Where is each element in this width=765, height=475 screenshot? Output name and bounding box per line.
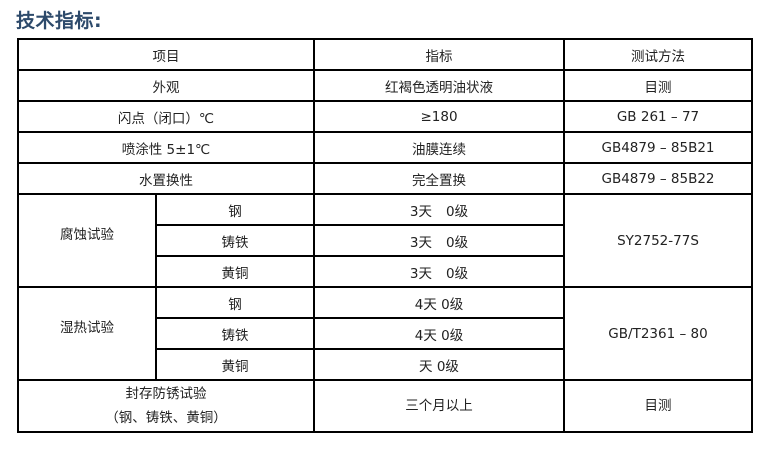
spec-cell: 3天 0级 (313, 255, 565, 288)
days: 3天 (409, 203, 432, 220)
item-cell: 喷涂性 5±1℃ (17, 131, 315, 164)
days: 3天 (409, 265, 432, 282)
spec-cell: 完全置换 (313, 162, 565, 195)
method-cell: GB/T2361 – 80 (563, 286, 753, 381)
grade: 0级 (436, 358, 459, 375)
table-row: 水置换性 完全置换 GB4879 – 85B22 (17, 162, 753, 195)
item-cell: 水置换性 (17, 162, 315, 195)
spec-cell: ≥180 (313, 100, 565, 133)
metal-cell: 铸铁 (155, 317, 315, 350)
days: 3天 (409, 234, 432, 251)
item-cell: 闪点（闭口）℃ (17, 100, 315, 133)
days: 天 (419, 358, 433, 375)
table-header-row: 项目 指标 测试方法 (17, 38, 753, 71)
item-cell: 封存防锈试验 （钢、铸铁、黄铜） (17, 379, 315, 433)
spec-cell: 3天 0级 (313, 224, 565, 257)
table-row: 闪点（闭口）℃ ≥180 GB 261 – 77 (17, 100, 753, 133)
table-row: 铸铁 3天 0级 (18, 224, 752, 257)
grade: 0级 (446, 265, 469, 282)
spec-cell: 三个月以上 (313, 379, 565, 433)
item-cell: 外观 (17, 69, 315, 102)
metal-cell: 钢 (155, 193, 315, 226)
item-line: 封存防锈试验 (125, 386, 207, 402)
table-row: 腐蚀试验 钢 3天 0级 SY2752-77S (17, 193, 753, 288)
group-label: 腐蚀试验 (60, 226, 114, 243)
page-title: 技术指标: (16, 10, 103, 32)
method-cell: GB 261 – 77 (563, 100, 753, 133)
method-cell: 目测 (563, 69, 753, 102)
spec-table: 项目 指标 测试方法 外观 红褐色透明油状液 目测 闪点（闭口）℃ ≥180 G… (17, 38, 753, 433)
spec-cell: 4天 0级 (313, 317, 565, 350)
method-cell: GB4879 – 85B21 (563, 131, 753, 164)
header-spec: 指标 (313, 38, 565, 71)
table-row: 喷涂性 5±1℃ 油膜连续 GB4879 – 85B21 (17, 131, 753, 164)
table-row: 封存防锈试验 （钢、铸铁、黄铜） 三个月以上 目测 (17, 379, 753, 433)
method-cell: SY2752-77S (563, 193, 753, 288)
header-item: 项目 (17, 38, 315, 71)
spec-cell: 天 0级 (313, 348, 565, 381)
spec-cell: 3天 0级 (313, 193, 565, 226)
metal-cell: 黄铜 (155, 348, 315, 381)
metal-cell: 黄铜 (155, 255, 315, 288)
method-cell: GB4879 – 85B22 (563, 162, 753, 195)
grade: 0级 (441, 327, 464, 344)
grade: 0级 (441, 296, 464, 313)
method-cell: 目测 (563, 379, 753, 433)
table-row: 铸铁 4天 0级 (18, 317, 752, 350)
days: 4天 (414, 327, 437, 344)
item-line: （钢、铸铁、黄铜） (105, 410, 227, 426)
grade: 0级 (446, 203, 469, 220)
table-row: 湿热试验 钢 4天 0级 GB/T2361 – 80 (17, 286, 753, 381)
metal-cell: 铸铁 (155, 224, 315, 257)
group-label: 湿热试验 (60, 319, 114, 336)
spec-cell: 油膜连续 (313, 131, 565, 164)
header-method: 测试方法 (563, 38, 753, 71)
group-item-cell: 湿热试验 (17, 286, 157, 381)
spec-cell: 红褐色透明油状液 (313, 69, 565, 102)
grade: 0级 (446, 234, 469, 251)
spec-cell: 4天 0级 (313, 286, 565, 319)
table-row: 黄铜 3天 0级 (18, 255, 752, 288)
table-row: 外观 红褐色透明油状液 目测 (17, 69, 753, 102)
metal-cell: 钢 (155, 286, 315, 319)
group-item-cell: 腐蚀试验 (17, 193, 157, 288)
days: 4天 (414, 296, 437, 313)
table-row: 黄铜 天 0级 (18, 348, 752, 381)
